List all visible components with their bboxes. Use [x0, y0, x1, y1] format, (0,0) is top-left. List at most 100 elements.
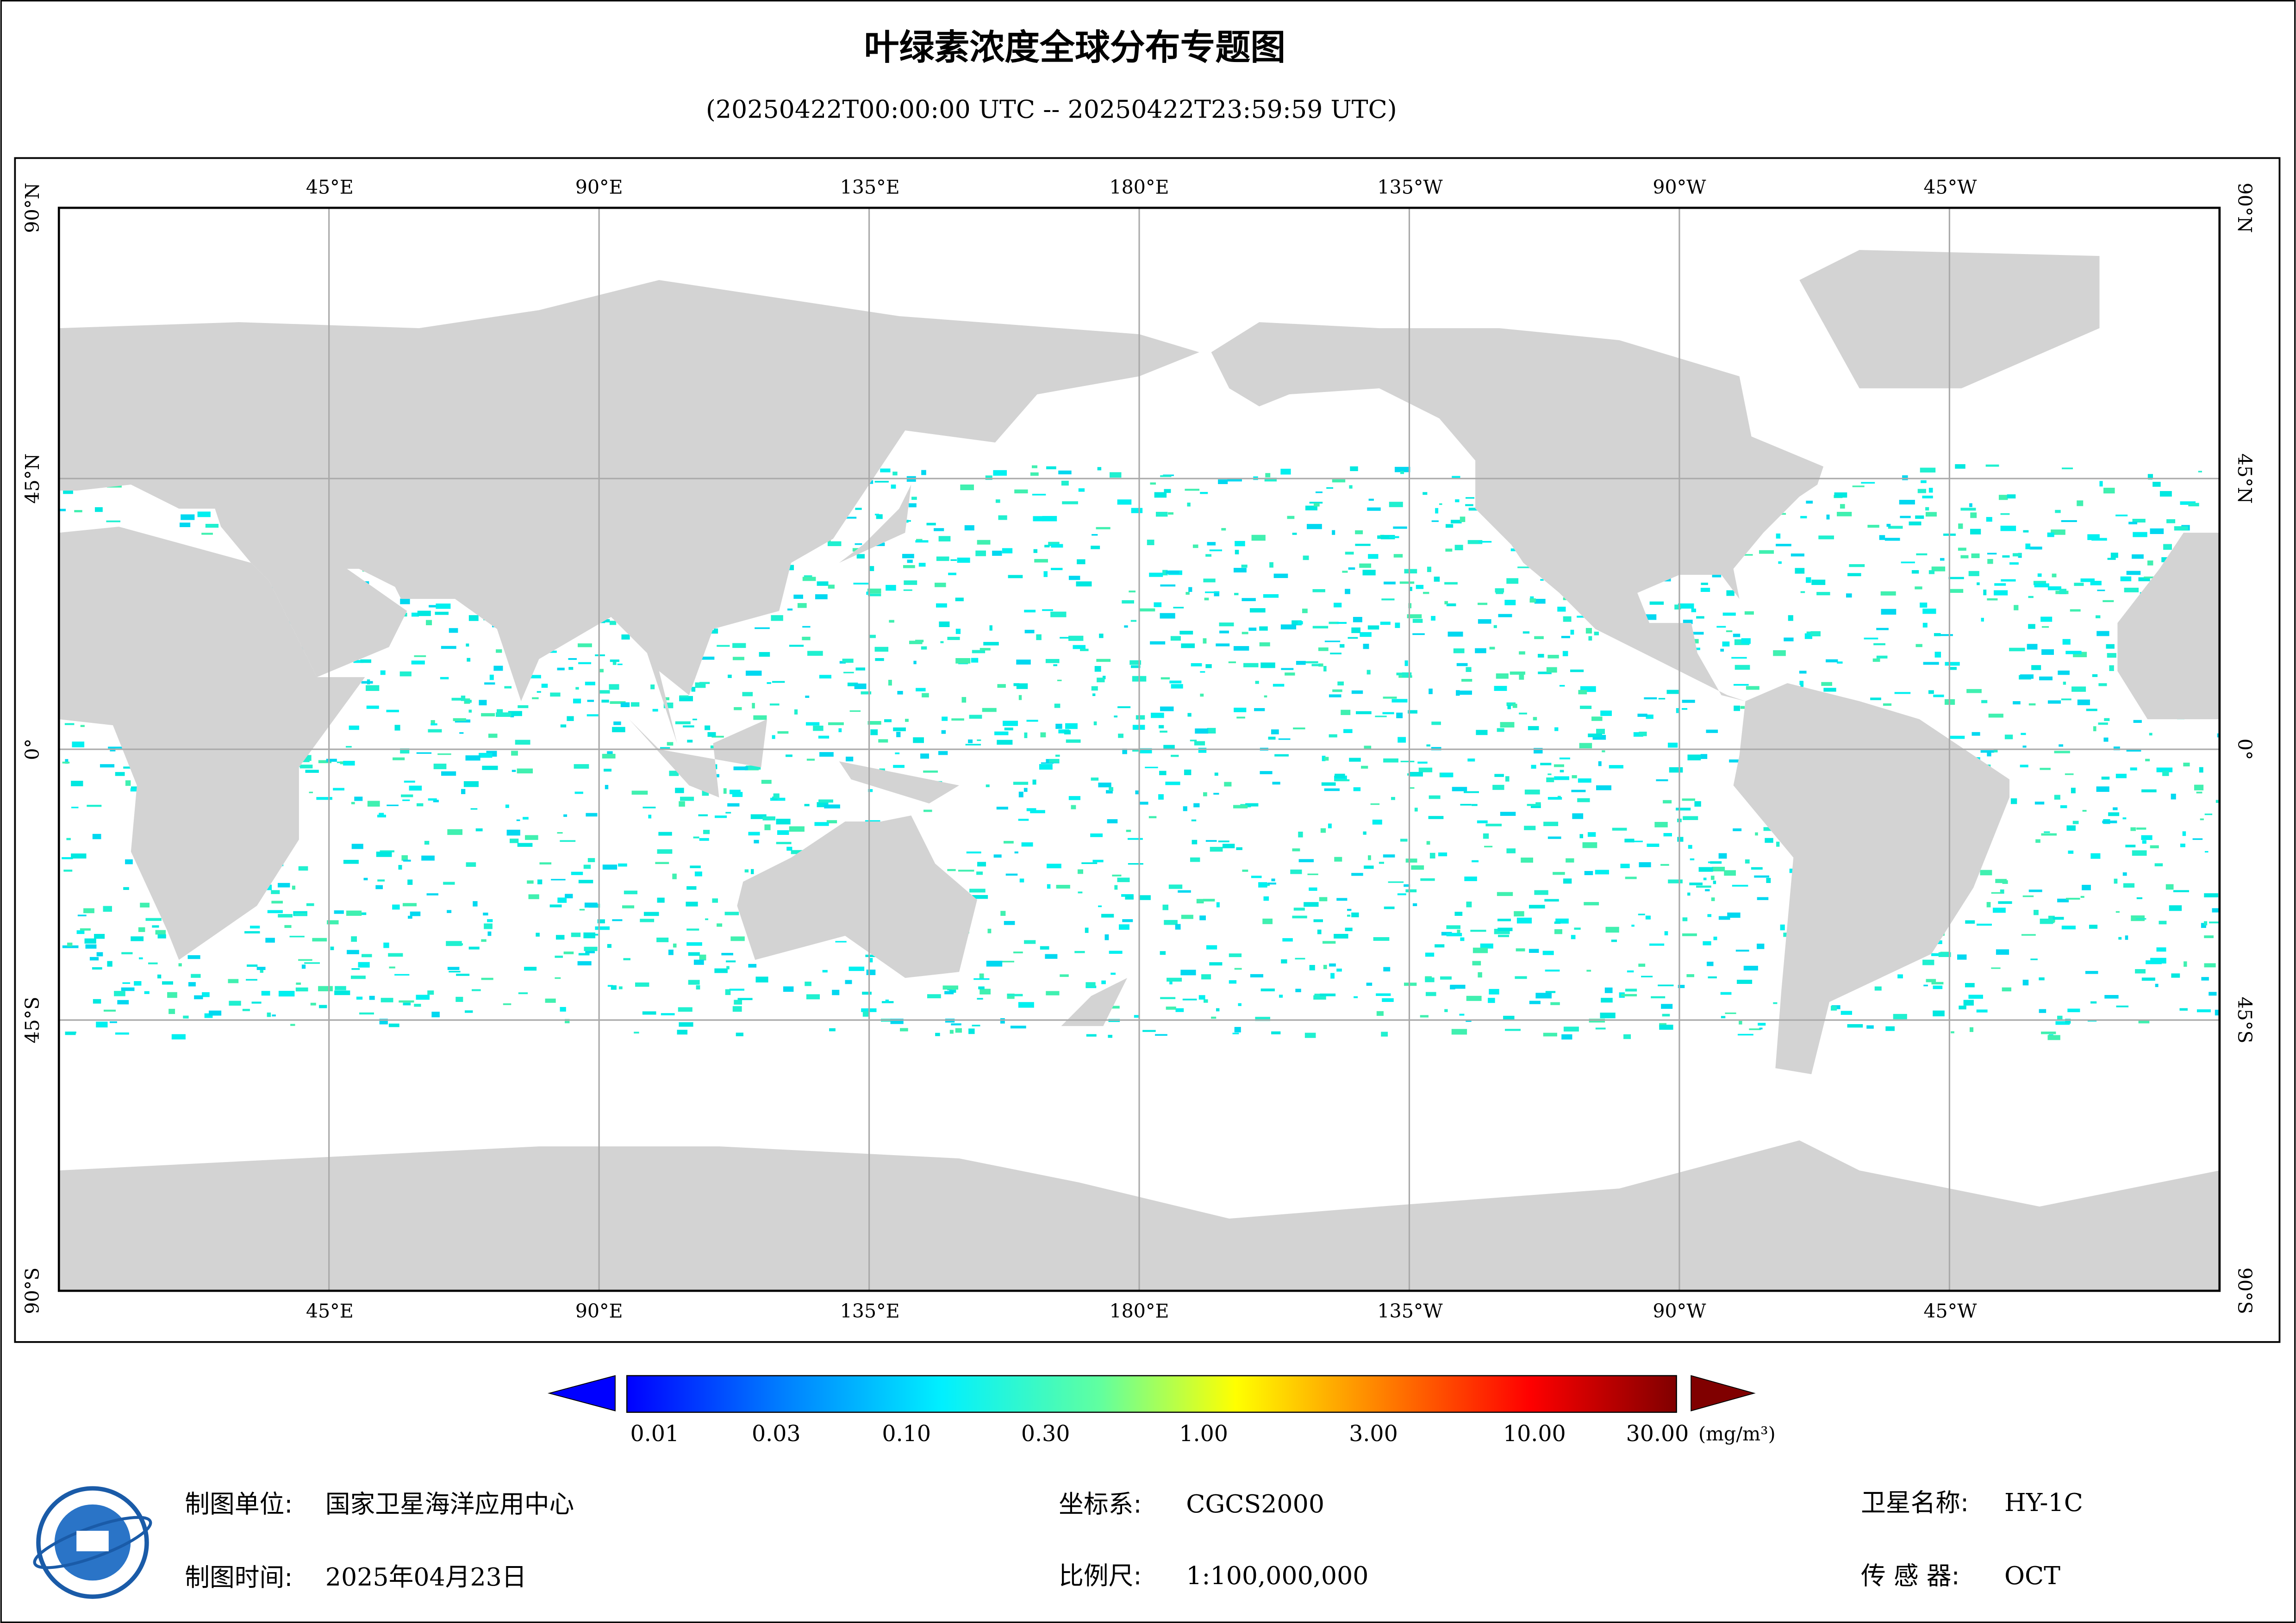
- chlorophyll-patch: [1996, 949, 2009, 955]
- chlorophyll-patch: [2173, 890, 2189, 892]
- chlorophyll-patch: [560, 1007, 566, 1012]
- chlorophyll-patch: [1227, 478, 1242, 482]
- chlorophyll-patch: [1080, 648, 1089, 651]
- chlorophyll-patch: [913, 737, 924, 743]
- chlorophyll-patch: [1263, 594, 1279, 598]
- chlorophyll-patch: [1040, 732, 1046, 738]
- chlorophyll-patch: [447, 829, 463, 835]
- chlorophyll-patch: [1572, 775, 1577, 778]
- chlorophyll-patch: [1423, 492, 1428, 495]
- chlorophyll-patch: [1404, 983, 1417, 986]
- chlorophyll-patch: [100, 764, 115, 768]
- chlorophyll-patch: [1293, 727, 1305, 730]
- chlorophyll-patch: [484, 923, 493, 929]
- chlorophyll-patch: [1901, 561, 1915, 564]
- chlorophyll-patch: [942, 985, 959, 990]
- chlorophyll-patch: [1981, 700, 1988, 703]
- chlorophyll-patch: [356, 996, 363, 1000]
- chlorophyll-patch: [1353, 617, 1362, 622]
- chlorophyll-patch: [1498, 934, 1510, 937]
- chlorophyll-patch: [1382, 998, 1394, 1002]
- chlorophyll-patch: [550, 692, 561, 697]
- chlorophyll-patch: [1298, 621, 1303, 625]
- chlorophyll-patch: [1364, 865, 1374, 869]
- chlorophyll-patch: [1674, 604, 1681, 610]
- chlorophyll-patch: [1658, 698, 1666, 700]
- chlorophyll-patch: [568, 658, 577, 660]
- chlorophyll-patch: [140, 902, 150, 908]
- chlorophyll-patch: [2142, 840, 2146, 844]
- chlorophyll-patch: [1876, 655, 1888, 659]
- chlorophyll-patch: [1519, 674, 1524, 680]
- chlorophyll-patch: [312, 938, 327, 942]
- chlorophyll-patch: [62, 761, 70, 764]
- chlorophyll-patch: [1678, 985, 1685, 989]
- chlorophyll-patch: [986, 960, 1003, 967]
- chlorophyll-patch: [1976, 923, 1992, 926]
- chlorophyll-patch: [958, 870, 974, 872]
- chlorophyll-patch: [92, 967, 102, 970]
- chlorophyll-patch: [1323, 666, 1327, 672]
- chlorophyll-patch: [874, 514, 879, 516]
- chlorophyll-patch: [1595, 870, 1609, 875]
- chlorophyll-patch: [1441, 772, 1454, 777]
- chlorophyll-patch: [2154, 863, 2163, 866]
- chlorophyll-patch: [1676, 708, 1680, 713]
- chlorophyll-patch: [1759, 550, 1774, 554]
- chlorophyll-patch: [1718, 916, 1730, 920]
- chlorophyll-patch: [2130, 767, 2137, 771]
- chlorophyll-patch: [1759, 1027, 1763, 1030]
- chlorophyll-patch: [1560, 770, 1564, 772]
- chlorophyll-patch: [584, 946, 598, 951]
- chlorophyll-patch: [1405, 889, 1417, 893]
- chlorophyll-patch: [2055, 1021, 2070, 1025]
- chlorophyll-patch: [346, 910, 362, 916]
- chlorophyll-patch: [2090, 581, 2102, 585]
- chlorophyll-patch: [306, 903, 314, 906]
- chlorophyll-patch: [1428, 816, 1444, 819]
- chlorophyll-patch: [876, 514, 883, 519]
- chlorophyll-patch: [484, 682, 495, 685]
- chlorophyll-patch: [2096, 615, 2101, 618]
- lon-label-bottom: 135°W: [1377, 1300, 1443, 1322]
- chlorophyll-patch: [2087, 534, 2100, 540]
- chlorophyll-patch: [1359, 563, 1372, 568]
- chlorophyll-patch: [1154, 602, 1162, 607]
- chlorophyll-patch: [2114, 878, 2118, 884]
- chlorophyll-patch: [2062, 467, 2073, 469]
- chlorophyll-patch: [755, 976, 768, 983]
- chlorophyll-patch: [1187, 713, 1192, 717]
- chlorophyll-patch: [1343, 729, 1353, 733]
- chlorophyll-patch: [915, 540, 929, 543]
- chlorophyll-patch: [1205, 664, 1212, 668]
- chlorophyll-patch: [1320, 993, 1336, 996]
- chlorophyll-patch: [171, 1034, 186, 1040]
- chlorophyll-patch: [1713, 936, 1717, 940]
- chlorophyll-patch: [1922, 609, 1936, 614]
- chlorophyll-patch: [188, 982, 196, 987]
- chlorophyll-patch: [1203, 578, 1216, 583]
- chlorophyll-patch: [1500, 722, 1515, 728]
- chlorophyll-patch: [1981, 617, 1984, 622]
- chlorophyll-patch: [955, 658, 971, 664]
- chlorophyll-patch: [732, 1006, 742, 1012]
- chlorophyll-patch: [1258, 882, 1267, 888]
- chlorophyll-patch: [2103, 600, 2114, 603]
- chlorophyll-patch: [1158, 725, 1164, 728]
- lat-label-left: 45°N: [21, 454, 44, 504]
- chlorophyll-patch: [1206, 945, 1217, 950]
- chlorophyll-patch: [421, 855, 435, 861]
- chlorophyll-patch: [1881, 609, 1897, 615]
- chlorophyll-patch: [468, 709, 472, 713]
- chlorophyll-patch: [1368, 554, 1379, 559]
- chlorophyll-patch: [1278, 738, 1291, 740]
- chlorophyll-patch: [828, 585, 835, 589]
- chlorophyll-patch: [1649, 943, 1665, 946]
- chlorophyll-patch: [688, 952, 700, 956]
- chlorophyll-patch: [905, 719, 909, 722]
- chlorophyll-patch: [267, 910, 283, 914]
- chlorophyll-patch: [1389, 536, 1399, 538]
- chlorophyll-patch: [408, 915, 412, 919]
- chlorophyll-patch: [1638, 964, 1646, 967]
- chlorophyll-patch: [1279, 995, 1283, 998]
